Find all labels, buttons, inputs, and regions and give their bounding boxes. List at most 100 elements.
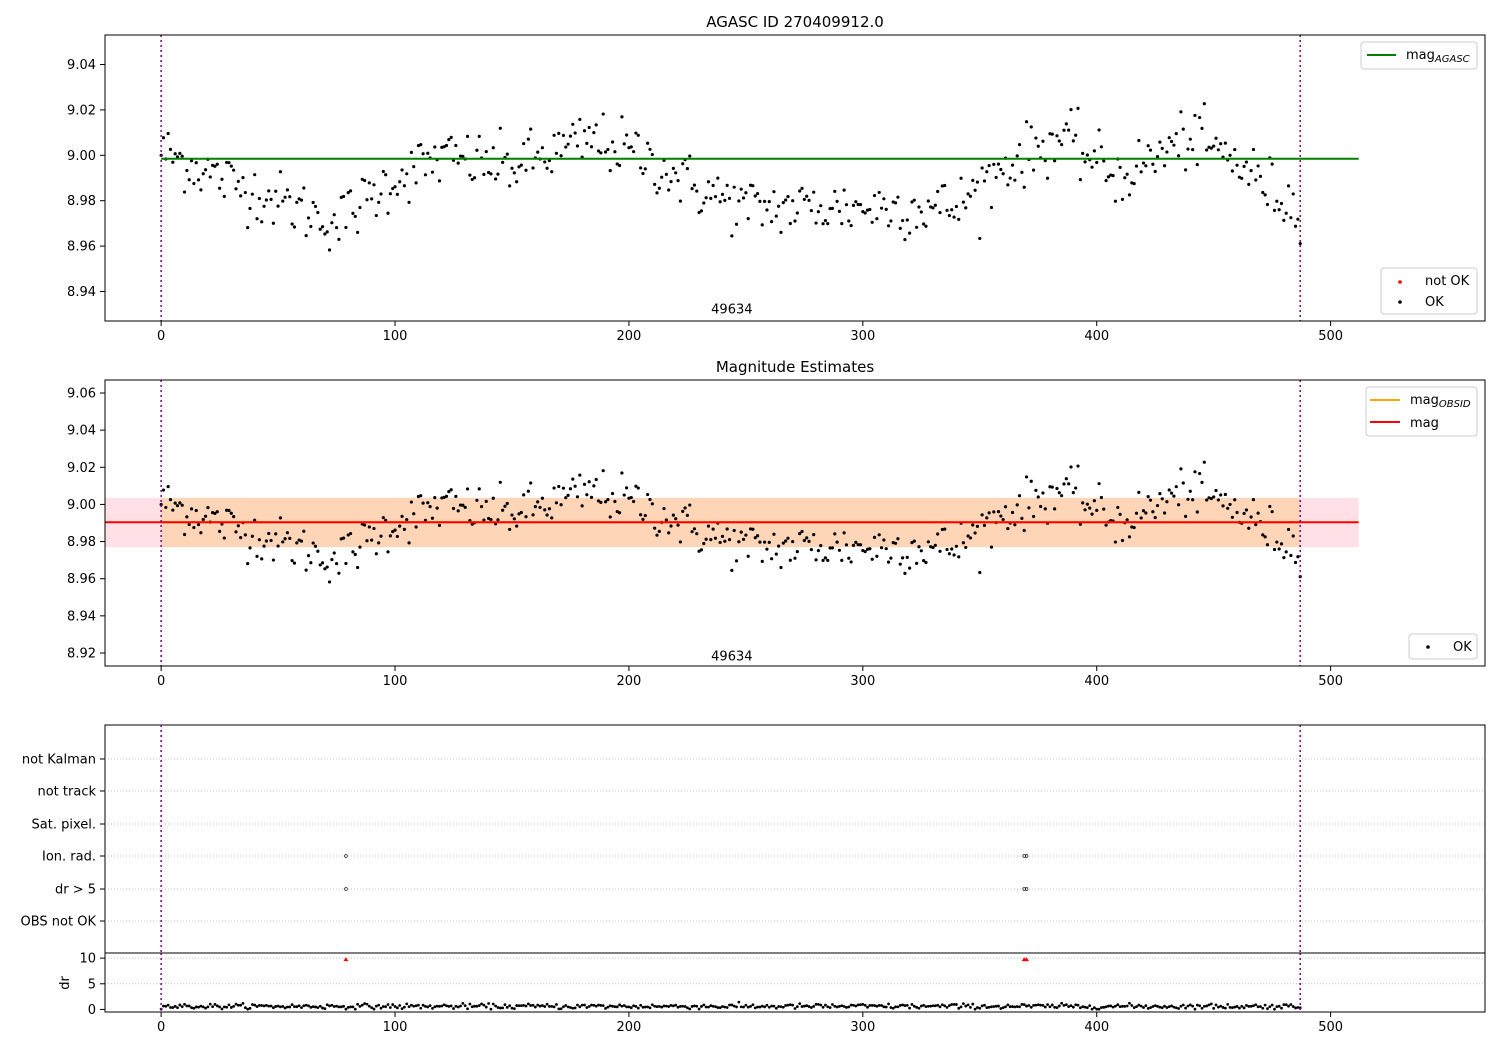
dr-point (449, 1004, 453, 1008)
ok-point (1291, 192, 1295, 196)
ok-point (1247, 182, 1251, 186)
ok-point (496, 172, 500, 176)
ok-point (992, 162, 996, 166)
ok-point (253, 518, 257, 522)
ok-point (400, 514, 404, 519)
dr-point (1027, 1004, 1031, 1007)
dr-point (947, 1004, 951, 1007)
dr-point (1223, 1006, 1227, 1010)
dr-point (1142, 1006, 1145, 1009)
ok-point (306, 554, 311, 558)
dr-point (835, 1005, 839, 1009)
dr-point (1055, 1006, 1059, 1010)
dr-point (1268, 1005, 1272, 1009)
ok-point (1120, 197, 1125, 201)
dr-point (288, 1005, 292, 1009)
ok-point (545, 513, 549, 517)
ok-point (182, 532, 187, 537)
ok-point (203, 514, 208, 518)
dr-point (676, 1005, 680, 1009)
ok-point (585, 141, 589, 146)
ok-point (320, 561, 325, 565)
dr-point (910, 1003, 914, 1006)
dr-point (580, 1003, 584, 1007)
dr-point (438, 1004, 441, 1008)
ok-point (395, 192, 399, 197)
dr-point (798, 1002, 802, 1006)
ok-point (304, 234, 308, 238)
ok-point (959, 176, 963, 180)
dr-point (468, 1002, 472, 1006)
ok-point (980, 166, 984, 170)
dr-point (1125, 1004, 1129, 1008)
ok-point (606, 147, 610, 152)
ok-point (947, 213, 951, 218)
dr-point (1097, 1007, 1101, 1011)
ok-point (589, 495, 594, 500)
ok-point (823, 218, 828, 223)
ok-point (669, 524, 673, 528)
ok-point (994, 175, 998, 180)
ok-point (1256, 511, 1260, 515)
dr-point (269, 1004, 273, 1008)
dr-point (246, 1007, 250, 1011)
dr-point (802, 1004, 806, 1008)
ok-point (475, 148, 479, 152)
ok-point (379, 534, 383, 538)
ok-point (594, 477, 598, 482)
ok-point (657, 186, 661, 190)
ok-point (648, 147, 652, 151)
ok-point (964, 545, 968, 550)
dr-point (816, 1002, 820, 1006)
dr-point (805, 1004, 809, 1008)
dr-point (926, 1004, 930, 1008)
ok-point (1010, 163, 1015, 167)
dr-point (400, 1007, 404, 1011)
ok-point (1169, 491, 1174, 495)
ok-point (734, 222, 739, 226)
ok-point (1212, 144, 1216, 148)
ok-point (678, 540, 682, 544)
ok-point (704, 537, 708, 541)
ok-point (758, 540, 762, 544)
dr-point (440, 1004, 444, 1008)
ok-point (494, 177, 498, 181)
ok-point (281, 540, 285, 544)
ok-point (243, 533, 247, 537)
dr-point (854, 1004, 858, 1008)
ok-point (512, 517, 516, 521)
dr-point (417, 1003, 420, 1007)
ok-point (751, 184, 755, 188)
dr-point (447, 1004, 451, 1008)
dr-outlier-marker (343, 957, 349, 962)
ok-point (168, 147, 173, 151)
ok-point (1057, 139, 1061, 143)
ok-point (550, 516, 554, 520)
dr-point (779, 1005, 783, 1008)
ok-point (975, 180, 980, 184)
dr-point (1242, 1006, 1246, 1010)
ok-point (690, 530, 694, 534)
ok-point (692, 183, 697, 187)
ok-point (702, 541, 706, 546)
ok-point (257, 196, 261, 201)
ok-point (508, 527, 512, 532)
ok-point (641, 171, 645, 176)
ok-point (194, 508, 198, 513)
dr-point (550, 1004, 554, 1008)
ok-point (713, 194, 718, 199)
dr-point (828, 1006, 832, 1009)
dr-point (655, 1005, 659, 1009)
dr-point (391, 1003, 395, 1006)
dr-point (1083, 1005, 1087, 1009)
ok-point (557, 484, 561, 489)
dr-point (412, 1004, 416, 1008)
dr-point (1228, 1005, 1232, 1009)
ok-point (465, 134, 470, 138)
ok-point (348, 531, 353, 536)
ok-point (381, 516, 385, 520)
ok-point (610, 491, 615, 496)
dr-point (407, 1005, 411, 1009)
ok-point (1020, 516, 1024, 520)
dr-point (884, 1005, 888, 1009)
